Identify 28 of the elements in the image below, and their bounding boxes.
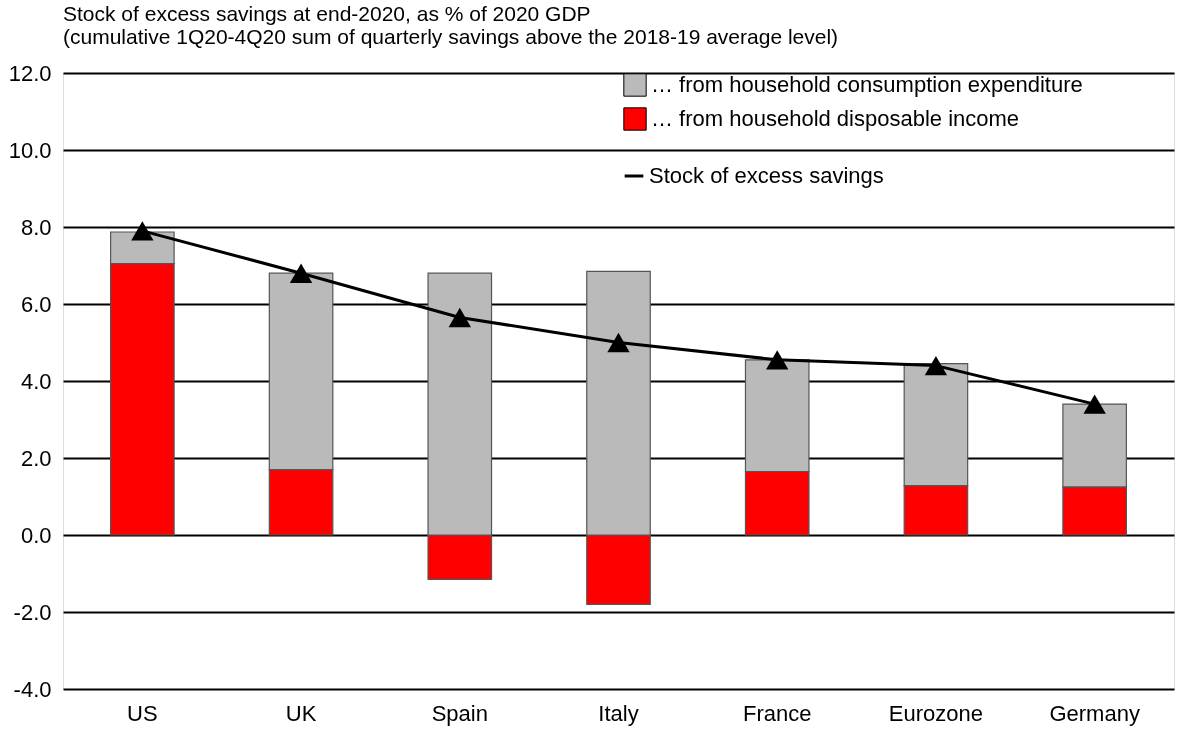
x-tick-label: US — [127, 700, 158, 726]
x-tick-label: Spain — [431, 700, 488, 726]
legend-label: … from household consumption expenditure — [651, 72, 1083, 97]
legend-label: Stock of excess savings — [649, 163, 884, 188]
x-tick-label: Eurozone — [888, 700, 984, 726]
x-tick-label: Germany — [1049, 700, 1140, 726]
y-tick-label: 2.0 — [20, 445, 52, 471]
y-tick-label: 8.0 — [20, 214, 52, 240]
point — [131, 221, 154, 241]
point — [1083, 394, 1106, 414]
legend-label: … from household disposable income — [651, 106, 1020, 131]
y-tick-label: -4.0 — [13, 676, 52, 702]
point — [607, 332, 630, 353]
text: (cumulative 1Q20-4Q20 sum of quarterly savings above the 2018-19 average level) — [63, 25, 839, 48]
point — [766, 350, 789, 370]
x-tick-label: France — [742, 700, 812, 726]
x-tick-label: Italy — [598, 700, 639, 726]
y-tick-label: 12.0 — [8, 60, 52, 86]
y-tick-label: 4.0 — [20, 368, 52, 394]
x-tick-label: UK — [285, 700, 317, 726]
point — [289, 263, 313, 283]
y-tick-label: -2.0 — [13, 599, 52, 625]
y-tick-label: 10.0 — [8, 137, 52, 163]
point — [924, 355, 948, 376]
text: Stock of excess savings at end-2020, as % of 2020 GDP — [63, 2, 591, 25]
point — [448, 307, 471, 328]
y-tick-label: 6.0 — [20, 291, 52, 317]
y-tick-label: 0.0 — [20, 522, 52, 548]
